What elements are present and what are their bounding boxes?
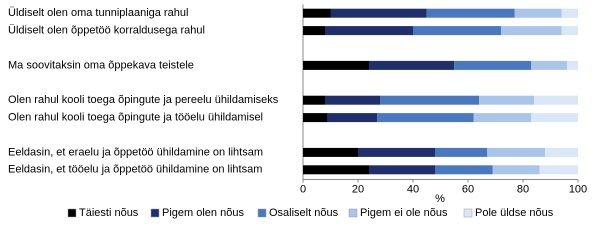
bar-segment xyxy=(303,165,369,175)
category-label: Olen rahul kooli toega õpingute ja tööel… xyxy=(8,112,263,124)
x-tick-label: 100 xyxy=(569,183,587,195)
bar-segment xyxy=(426,8,515,18)
bar-segment xyxy=(531,60,567,70)
bar-segment xyxy=(303,60,369,70)
bar-segment xyxy=(330,8,427,18)
bar-segment xyxy=(531,113,578,123)
bar-segment xyxy=(325,95,380,105)
bar-segment xyxy=(501,26,562,36)
legend-marker xyxy=(257,208,267,218)
bar-segment xyxy=(514,8,562,18)
bar-segment xyxy=(435,165,493,175)
bar-segment xyxy=(473,113,532,123)
bar-segment xyxy=(413,26,501,36)
bar-segment xyxy=(303,147,358,157)
bar-segment xyxy=(303,113,328,123)
bar-segment xyxy=(561,26,578,36)
legend-label: Pigem ei ole nõus xyxy=(360,207,448,219)
category-label: Olen rahul kooli toega õpingute ja peree… xyxy=(8,94,279,106)
x-axis-label: % xyxy=(435,193,445,205)
bar-segment xyxy=(534,95,578,105)
bar-segment xyxy=(327,113,378,123)
legend-marker xyxy=(348,208,358,218)
chart: % 0 20 40 60 80 100 Üldiselt olen oma tunnipla… xyxy=(8,4,587,219)
legend-label: Osaliselt nõus xyxy=(269,207,339,219)
bar-segment xyxy=(539,165,578,175)
bar-segment xyxy=(369,60,455,70)
x-tick-label: 20 xyxy=(352,183,364,195)
category-label: Eeldasin, et eraelu ja õppetöö ühildamin… xyxy=(8,146,263,158)
bar-segment xyxy=(487,147,545,157)
bar-segment xyxy=(358,147,435,157)
category-label: Üldiselt olen oma tunniplaaniga rahul xyxy=(8,7,188,19)
bar-segment xyxy=(567,60,578,70)
legend-label: Täiesti nõus xyxy=(79,207,139,219)
legend-marker xyxy=(67,208,77,218)
legend-marker xyxy=(150,208,160,218)
bar-segment xyxy=(377,113,474,123)
category-label: Üldiselt olen õppetöö korraldusega rahul xyxy=(8,25,205,37)
bar-segment xyxy=(479,95,534,105)
category-label: Ma soovitaksin oma õppekava teistele xyxy=(8,59,194,71)
x-tick-label: 60 xyxy=(462,183,474,195)
bar-segment xyxy=(561,8,578,18)
bar-segment xyxy=(303,26,325,36)
legend-label: Pigem olen nõus xyxy=(162,207,244,219)
legend-marker xyxy=(463,208,473,218)
bar-segment xyxy=(303,8,331,18)
x-tick-label: 0 xyxy=(300,183,306,195)
bar-segment xyxy=(454,60,532,70)
bar-segment xyxy=(325,26,413,36)
bar-segment xyxy=(303,95,325,105)
bar-segment xyxy=(545,147,578,157)
x-tick-label: 80 xyxy=(517,183,529,195)
x-tick-label: 40 xyxy=(407,183,419,195)
bar-segment xyxy=(435,147,488,157)
legend-label: Pole üldse nõus xyxy=(475,207,554,219)
bar-segment xyxy=(492,165,540,175)
category-label: Eeldasin, et tööelu ja õppetöö ühildamin… xyxy=(8,164,262,176)
bar-segment xyxy=(380,95,479,105)
bar-segment xyxy=(369,165,435,175)
